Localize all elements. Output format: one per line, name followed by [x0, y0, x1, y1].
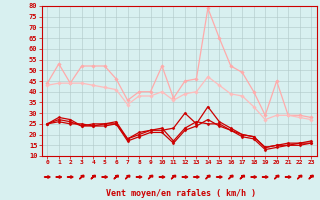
Text: Vent moyen/en rafales ( km/h ): Vent moyen/en rafales ( km/h )	[106, 189, 256, 198]
